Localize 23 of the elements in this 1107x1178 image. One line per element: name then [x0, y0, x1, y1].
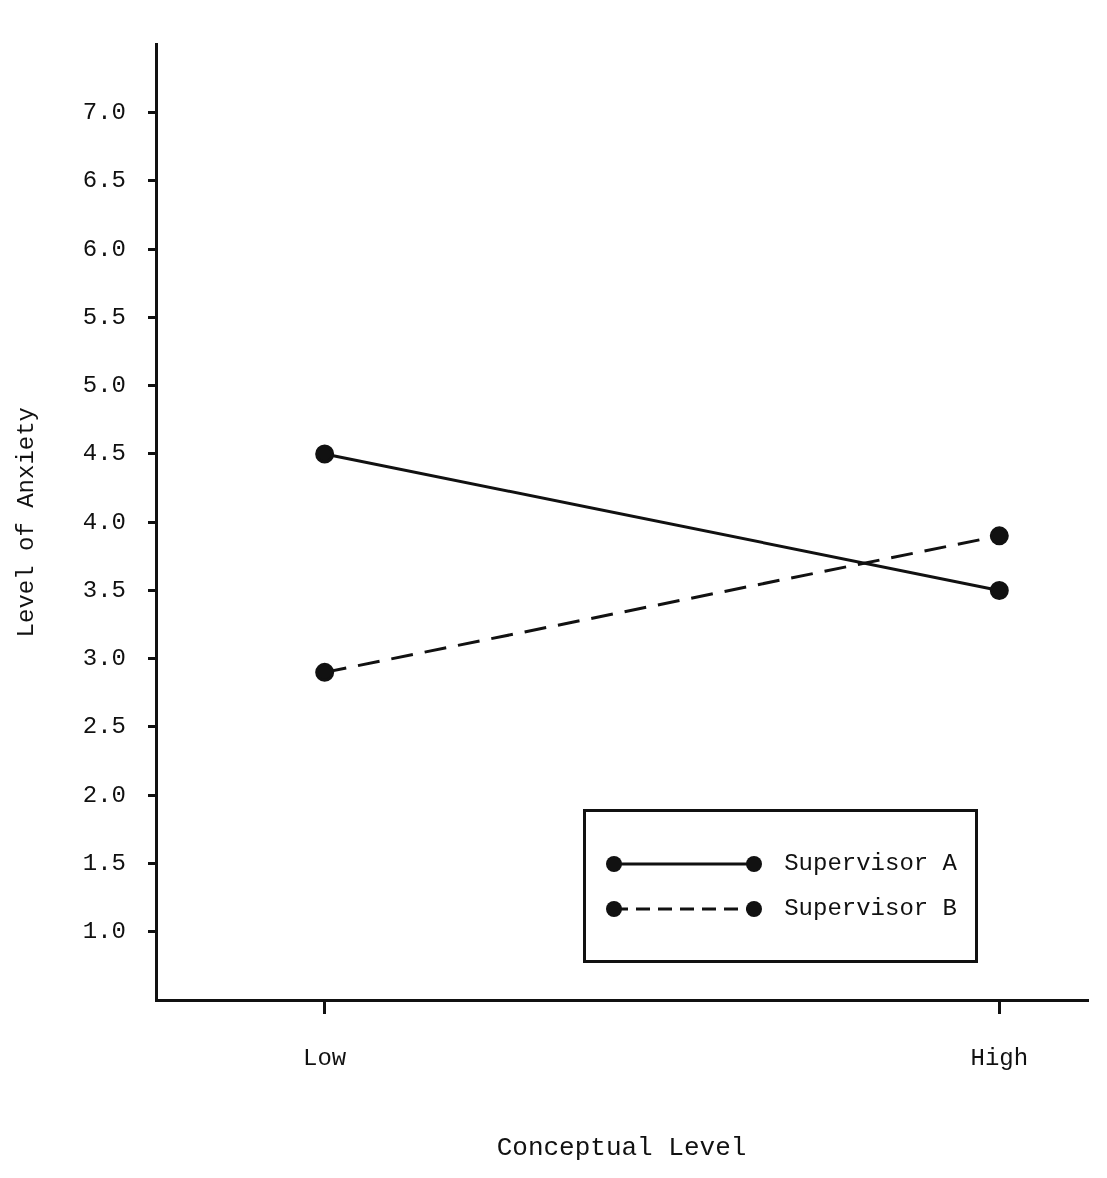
x-axis-title: Conceptual Level [496, 1133, 747, 1164]
y-axis-title: Level of Anxiety [12, 406, 40, 638]
y-tick-label: 2.5 [82, 713, 127, 741]
point [989, 580, 1009, 600]
y-tick-label: 6.0 [82, 235, 127, 263]
point [315, 444, 335, 464]
y-tick-label: 7.0 [82, 99, 127, 127]
y-tick-label: 3.0 [82, 645, 127, 673]
legend-label: Supervisor B [784, 895, 957, 922]
y-tick-label: 3.5 [82, 576, 127, 604]
y-tick-label: 1.5 [82, 849, 127, 877]
y-tick-label: 1.0 [82, 918, 127, 946]
y-tick-label: 6.5 [82, 167, 127, 195]
x-tick-label: High [970, 1044, 1029, 1072]
y-tick-label: 5.0 [82, 372, 127, 400]
y-tick-label: 2.0 [82, 781, 127, 809]
y-tick-label: 5.5 [82, 303, 127, 331]
point [315, 662, 335, 682]
x-tick-label: Low [303, 1044, 347, 1072]
y-tick-label: 4.0 [82, 508, 127, 536]
point [989, 526, 1009, 546]
legend-label: Supervisor A [784, 850, 957, 877]
y-tick-label: 4.5 [82, 440, 127, 468]
